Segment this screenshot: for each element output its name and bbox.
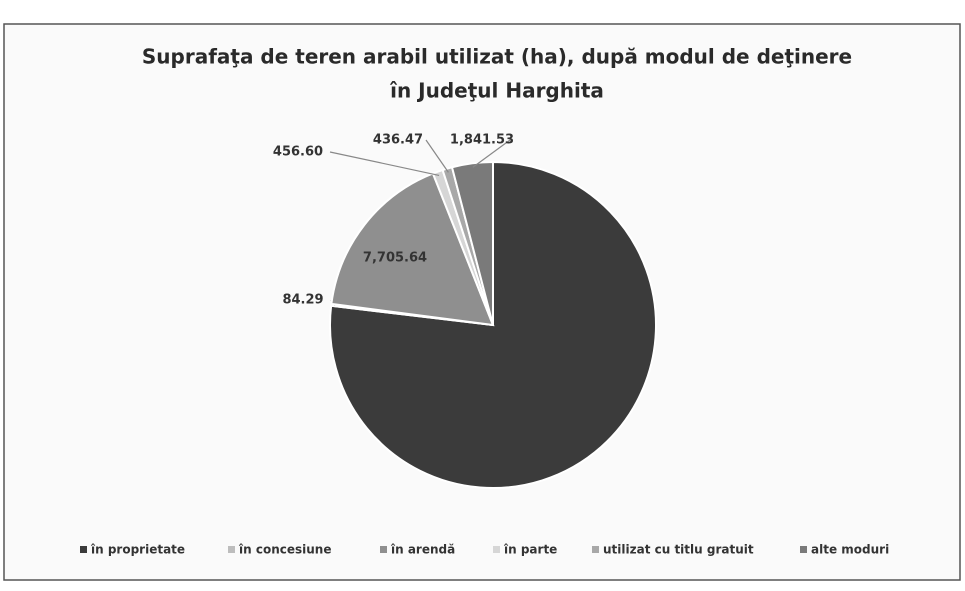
data-label: 456.60: [273, 145, 323, 160]
legend-label: în concesiune: [238, 543, 331, 557]
leader-line: [329, 151, 440, 177]
legend-swatch: [380, 546, 387, 553]
data-label: 1,841.53: [450, 133, 514, 148]
legend-swatch: [80, 546, 87, 553]
pie-slice: [450, 160, 494, 326]
legend-label: în arendă: [390, 543, 455, 557]
legend-label: alte moduri: [811, 543, 889, 557]
legend-label: în parte: [503, 543, 557, 557]
legend-label: utilizat cu titlu gratuit: [603, 543, 754, 557]
leader-line: [472, 139, 511, 168]
legend-swatch: [592, 546, 599, 553]
leader-line: [425, 139, 449, 173]
data-label: 84.29: [282, 293, 323, 308]
legend-swatch: [800, 546, 807, 553]
legend-swatch: [493, 546, 500, 553]
chart-title: în Judeţul Harghita: [389, 79, 604, 103]
pie-slice: [330, 172, 495, 327]
legend-label: în proprietate: [90, 543, 185, 557]
data-label: 436.47: [373, 133, 423, 148]
legend-swatch: [228, 546, 235, 553]
pie-slice: [329, 160, 657, 489]
data-label: 7,705.64: [363, 251, 427, 266]
chart-title: Suprafaţa de teren arabil utilizat (ha),…: [142, 45, 852, 69]
